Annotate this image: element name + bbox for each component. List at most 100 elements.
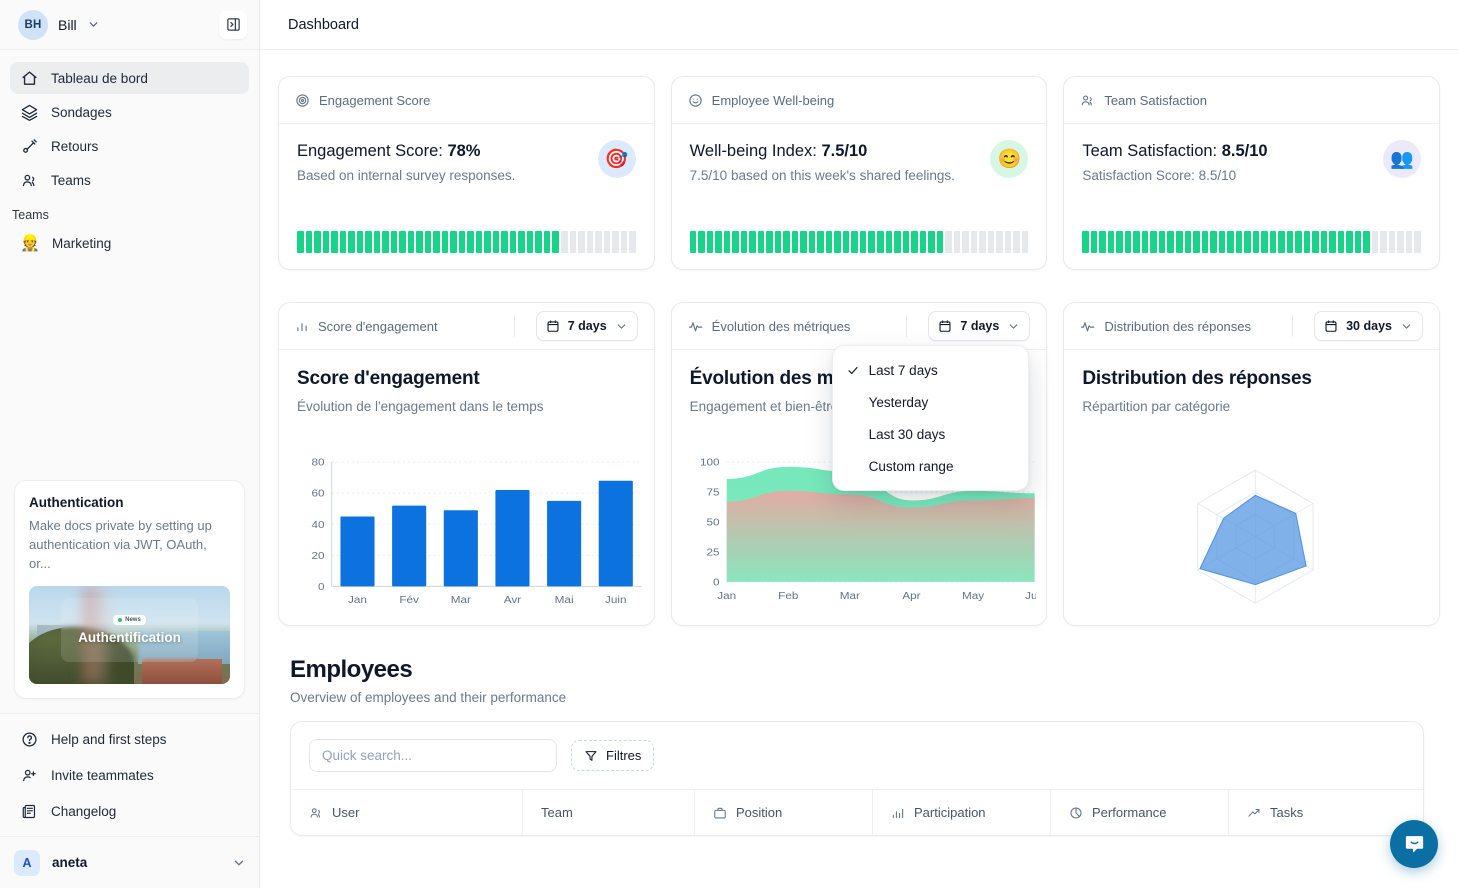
divider xyxy=(1292,315,1294,337)
workspace-switcher[interactable]: BH Bill xyxy=(0,0,259,50)
stat-emoji-badge: 😊 xyxy=(990,140,1029,178)
sidebar-item-invite-teammates[interactable]: Invite teammates xyxy=(10,758,249,792)
bar-chart-icon xyxy=(891,806,905,820)
column-header-performance[interactable]: Performance xyxy=(1051,790,1229,835)
chevron-down-icon xyxy=(1400,320,1413,333)
dashboard-content: Engagement Score Engagement Score: 78% B… xyxy=(260,50,1458,836)
activity-icon xyxy=(1080,319,1095,334)
svg-text:Feb: Feb xyxy=(778,590,798,601)
search-input[interactable] xyxy=(309,739,557,772)
intercom-launcher-button[interactable] xyxy=(1390,820,1438,868)
calendar-icon xyxy=(546,319,560,333)
svg-text:Jun: Jun xyxy=(1025,590,1036,601)
card-body: Well-being Index: 7.5/10 7.5/10 based on… xyxy=(672,124,1047,269)
sidebar-nav: Tableau de bord Sondages Retours Teams xyxy=(0,50,259,198)
filter-icon xyxy=(584,749,598,763)
promo-card[interactable]: Authentication Make docs private by sett… xyxy=(14,480,245,699)
svg-text:60: 60 xyxy=(311,488,324,499)
card-header-title: Distribution des réponses xyxy=(1104,318,1252,334)
dropdown-item-yesterday[interactable]: Yesterday xyxy=(833,386,1028,418)
dropdown-item-last-30-days[interactable]: Last 30 days xyxy=(833,418,1028,450)
promo-badge: News xyxy=(113,615,146,626)
home-icon xyxy=(20,69,38,87)
panel-collapse-icon[interactable] xyxy=(219,10,247,39)
sidebar-item-label: Help and first steps xyxy=(51,731,167,747)
card-body: Engagement Score: 78% Based on internal … xyxy=(279,124,654,269)
dropdown-item-last-7-days[interactable]: Last 7 days xyxy=(833,354,1028,386)
column-header-position[interactable]: Position xyxy=(695,790,873,835)
card-header-title: Engagement Score xyxy=(319,92,431,108)
column-header-label: Team xyxy=(541,805,573,820)
column-header-tasks[interactable]: Tasks xyxy=(1229,790,1423,835)
card-header: Employee Well-being xyxy=(671,77,1047,124)
stat-subtitle: Satisfaction Score: 8.5/10 xyxy=(1082,168,1237,183)
chart-title: Score d'engagement xyxy=(297,368,480,389)
svg-text:Jan: Jan xyxy=(717,590,736,601)
progress-bar-segments xyxy=(689,231,1029,253)
chevron-down-icon xyxy=(615,320,628,333)
svg-text:80: 80 xyxy=(311,457,324,468)
dropdown-item-custom-range[interactable]: Custom range xyxy=(833,450,1028,482)
sidebar-item-label: Tableau de bord xyxy=(51,70,148,86)
sidebar-item-changelog[interactable]: Changelog xyxy=(10,794,249,828)
user-name: aneta xyxy=(52,855,88,870)
stat-emoji-badge: 👥 xyxy=(1382,140,1421,178)
employees-table-card: Filtres User Team xyxy=(290,721,1424,836)
sidebar-team-marketing[interactable]: 👷 Marketing xyxy=(10,228,249,258)
svg-text:0: 0 xyxy=(318,582,325,593)
sidebar-item-label: Invite teammates xyxy=(51,767,154,783)
sidebar-item-label: Retours xyxy=(51,138,99,154)
chart-card-evolution-metriques: Évolution des métriques 7 days xyxy=(670,302,1048,626)
date-range-button[interactable]: 7 days xyxy=(535,311,638,341)
card-header: Score d'engagement 7 days xyxy=(279,303,654,350)
stat-value: 78% xyxy=(447,142,481,160)
construction-worker-emoji-icon: 👷 xyxy=(20,235,40,252)
column-header-participation[interactable]: Participation xyxy=(873,790,1051,835)
sidebar: BH Bill Tableau de bord xyxy=(0,0,260,888)
column-header-label: Position xyxy=(736,805,783,820)
sidebar-item-sondages[interactable]: Sondages xyxy=(10,96,249,128)
sidebar-item-tableau-de-bord[interactable]: Tableau de bord xyxy=(10,62,249,94)
table-header-row: User Team Position xyxy=(291,789,1423,835)
chart-card-score-engagement: Score d'engagement 7 days xyxy=(278,302,655,626)
chart-cards-row: Score d'engagement 7 days xyxy=(278,302,1440,626)
stat-value: 8.5/10 xyxy=(1221,142,1268,160)
page-title: Dashboard xyxy=(288,16,359,33)
employees-subtitle: Overview of employees and their performa… xyxy=(290,690,567,705)
radar-chart-plot xyxy=(1082,455,1429,613)
column-header-team[interactable]: Team xyxy=(523,790,695,835)
stat-subtitle: Based on internal survey responses. xyxy=(297,168,516,183)
filters-button[interactable]: Filtres xyxy=(571,740,655,771)
sidebar-item-retours[interactable]: Retours xyxy=(10,130,249,162)
stat-cards-row: Engagement Score Engagement Score: 78% B… xyxy=(278,76,1440,270)
sidebar-item-teams[interactable]: Teams xyxy=(10,164,249,196)
stat-value: 7.5/10 xyxy=(821,142,868,160)
card-header: Engagement Score xyxy=(279,77,654,124)
svg-text:Jan: Jan xyxy=(348,595,367,606)
sidebar-team-label: Marketing xyxy=(52,235,112,251)
dropdown-item-label: Yesterday xyxy=(868,394,929,410)
date-range-button[interactable]: 30 days xyxy=(1314,311,1423,341)
users-icon xyxy=(309,806,323,820)
date-range-button[interactable]: 7 days xyxy=(928,311,1031,341)
svg-text:Mai: Mai xyxy=(555,595,574,606)
column-header-user[interactable]: User xyxy=(291,790,523,835)
check-icon xyxy=(847,364,859,377)
feedback-icon xyxy=(20,137,38,155)
stat-card-team-satisfaction: Team Satisfaction Team Satisfaction: 8.5… xyxy=(1063,76,1440,270)
promo-title: Authentication xyxy=(29,495,124,511)
chart-title: Distribution des réponses xyxy=(1082,368,1312,389)
card-header-title: Team Satisfaction xyxy=(1104,92,1207,108)
date-range-dropdown-menu[interactable]: Last 7 days Yesterday Last 30 days xyxy=(831,345,1029,491)
card-header: Évolution des métriques 7 days xyxy=(671,303,1047,350)
card-body: Score d'engagement Évolution de l'engage… xyxy=(279,350,654,625)
dropdown-item-label: Last 7 days xyxy=(868,362,938,378)
users-icon xyxy=(20,171,38,189)
pie-chart-icon xyxy=(1069,806,1083,820)
svg-text:Fév: Fév xyxy=(399,595,419,606)
sidebar-item-help-and-first-steps[interactable]: Help and first steps xyxy=(10,722,249,756)
main-content: Dashboard Engagement Score Engagement Sc… xyxy=(260,0,1458,888)
user-account-switcher[interactable]: A aneta xyxy=(0,836,259,888)
chart-subtitle: Engagement et bien-être xyxy=(689,399,839,414)
column-header-label: Participation xyxy=(914,805,986,820)
